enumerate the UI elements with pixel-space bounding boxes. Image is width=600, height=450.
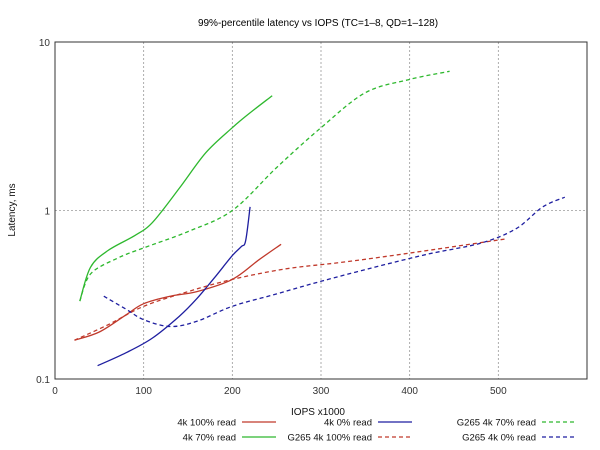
y-tick-label: 0.1 [36,375,50,386]
x-tick-label: 200 [224,386,241,397]
series-lines [74,70,566,367]
x-axis-label: IOPS x1000 [291,407,345,418]
x-tick-label: 500 [490,386,507,397]
series-line-g265-4k-100-read [74,238,508,341]
series-line-g265-4k-0-read [103,196,566,328]
x-tick-label: 0 [52,386,58,397]
series-line-g265-4k-70-read [79,70,450,302]
x-tick-label: 400 [401,386,418,397]
series-line-4k-0-read [97,206,251,367]
y-axis-ticks: 0.1 1 10 [36,38,50,386]
x-axis-ticks: 0 100 200 300 400 500 [52,386,507,397]
legend-label: 4k 100% read [177,418,236,429]
legend-label: G265 4k 70% read [457,418,536,429]
y-axis-label: Latency, ms [7,183,18,236]
grid-lines [55,41,587,379]
series-line-4k-70-read [79,95,273,302]
plot-frame [54,41,588,380]
x-tick-label: 100 [135,386,152,397]
y-tick-label: 1 [44,207,50,218]
legend-label: G265 4k 100% read [287,433,372,444]
x-tick-label: 300 [313,386,330,397]
legend-label: 4k 0% read [324,418,372,429]
legend-label: G265 4k 0% read [462,433,536,444]
y-tick-label: 10 [39,38,51,49]
chart-title: 99%-percentile latency vs IOPS (TC=1–8, … [198,18,438,29]
legend: 4k 100% read 4k 70% read 4k 0% read G265 4k… [177,418,576,444]
series-line-4k-100-read [74,243,282,341]
legend-label: 4k 70% read [183,433,236,444]
